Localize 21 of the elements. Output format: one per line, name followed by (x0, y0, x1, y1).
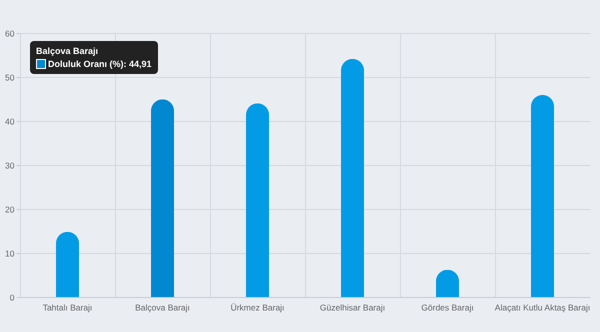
x-tick-label: Alaçatı Kutlu Aktaş Barajı (494, 302, 590, 312)
bar (151, 99, 174, 297)
y-tick-label: 60 (5, 28, 15, 38)
x-tick-label: Balçova Barajı (135, 302, 190, 312)
y-tick-label: 40 (5, 116, 15, 126)
y-tick-label: 0 (10, 292, 15, 302)
y-tick-label: 10 (5, 248, 15, 258)
x-tick-label: Ürkmez Barajı (230, 302, 284, 312)
y-tick-label: 50 (5, 72, 15, 82)
tooltip: Balçova Barajı Doluluk Oranı (%): 44,91 (30, 41, 158, 74)
bar (246, 103, 269, 297)
bar (341, 58, 364, 297)
bar (56, 232, 79, 297)
x-tick-label: Tahtalı Barajı (42, 302, 92, 312)
annotation: Doluluk Oranı (%): 44,91 (48, 59, 152, 69)
y-tick-label: 20 (5, 204, 15, 214)
bar (531, 95, 554, 297)
annotation: Balçova Barajı (36, 46, 100, 56)
x-tick-label: Güzelhisar Barajı (320, 302, 386, 312)
x-tick-label: Gördes Barajı (421, 302, 474, 312)
y-tick-label: 30 (5, 160, 15, 170)
